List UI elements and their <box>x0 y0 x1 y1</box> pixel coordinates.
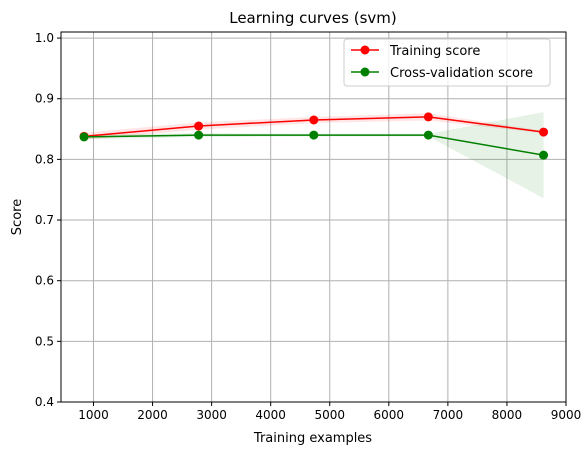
series-points <box>79 112 549 160</box>
cv-score-point <box>423 130 433 140</box>
training-score-point <box>309 115 319 125</box>
x-axis-ticks: 1000 2000 3000 4000 5000 6000 7000 8000 9000 <box>78 402 581 422</box>
legend-box <box>343 38 551 87</box>
x-axis-label: Training examples <box>253 431 372 446</box>
y-tick-label: 0.6 <box>35 274 54 288</box>
training-score-point <box>194 121 204 131</box>
legend-cv-label: Cross-validation score <box>390 66 533 81</box>
chart-title: Learning curves (svm) <box>229 9 397 27</box>
cv-score-point <box>539 150 549 160</box>
plot-background <box>61 32 566 402</box>
legend-training-label: Training score <box>389 44 480 59</box>
x-tick-label: 8000 <box>492 408 523 422</box>
y-tick-label: 1.0 <box>35 31 54 45</box>
cv-score-point <box>194 130 204 140</box>
legend: Training score Cross-validation score <box>343 38 551 87</box>
x-tick-label: 9000 <box>551 408 582 422</box>
y-tick-label: 0.8 <box>35 152 54 166</box>
y-tick-label: 0.7 <box>35 213 54 227</box>
legend-training-marker <box>360 45 370 55</box>
y-axis-label: Score <box>10 199 25 235</box>
training-score-point <box>423 112 433 122</box>
training-score-point <box>539 127 549 137</box>
plot-area <box>60 31 567 403</box>
cv-score-point <box>309 130 319 140</box>
plot-frame <box>60 31 567 403</box>
legend-cv-marker <box>360 67 370 77</box>
x-tick-label: 2000 <box>137 408 168 422</box>
x-tick-label: 7000 <box>433 408 464 422</box>
y-axis-ticks: 0.4 0.5 0.6 0.7 0.8 0.9 1.0 <box>35 31 61 409</box>
y-tick-label: 0.5 <box>35 334 54 348</box>
x-tick-label: 5000 <box>314 408 345 422</box>
x-tick-label: 1000 <box>78 408 109 422</box>
y-tick-label: 0.4 <box>35 395 54 409</box>
x-tick-label: 3000 <box>196 408 227 422</box>
x-tick-label: 6000 <box>374 408 405 422</box>
cv-score-point <box>79 132 89 142</box>
x-tick-label: 4000 <box>255 408 286 422</box>
y-tick-label: 0.9 <box>35 92 54 106</box>
